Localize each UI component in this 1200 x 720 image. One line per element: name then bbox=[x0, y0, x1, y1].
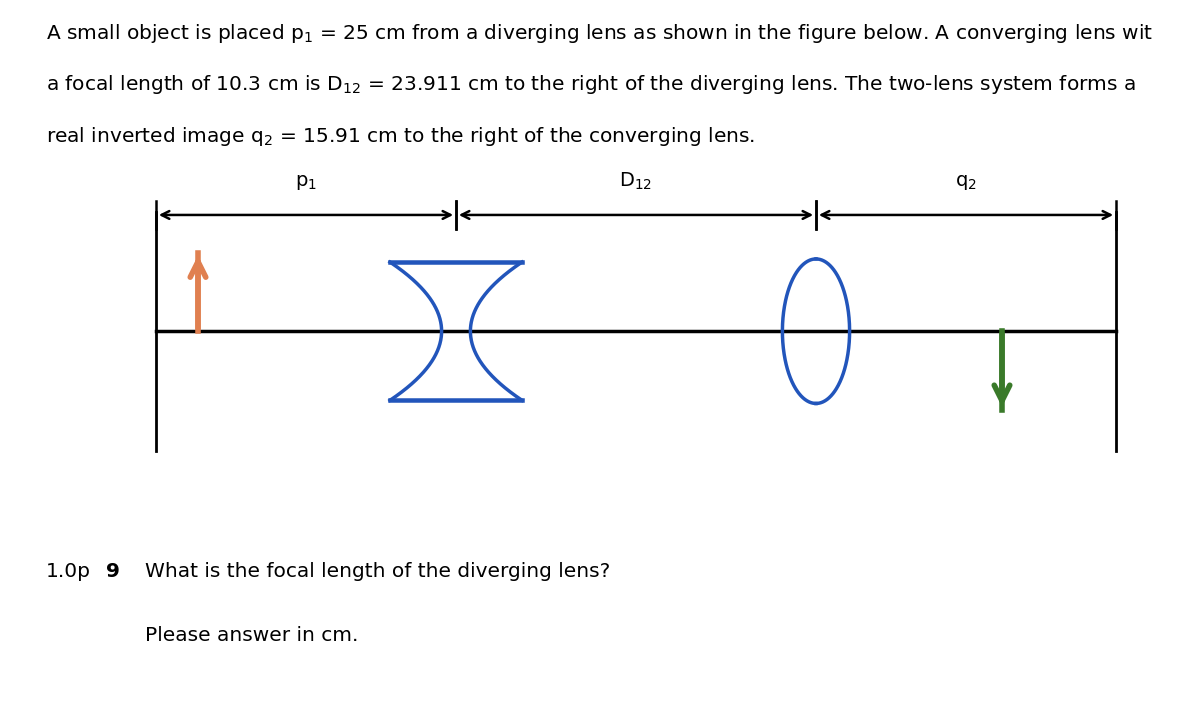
Text: 1.0p: 1.0p bbox=[46, 562, 91, 580]
Text: a focal length of 10.3 cm is D$_{12}$ = 23.911 cm to the right of the diverging : a focal length of 10.3 cm is D$_{12}$ = … bbox=[46, 73, 1135, 96]
Text: 9: 9 bbox=[106, 562, 120, 580]
Text: q$_2$: q$_2$ bbox=[955, 174, 977, 192]
Text: p$_1$: p$_1$ bbox=[295, 174, 317, 192]
Text: What is the focal length of the diverging lens?: What is the focal length of the divergin… bbox=[145, 562, 611, 580]
Text: real inverted image q$_2$ = 15.91 cm to the right of the converging lens.: real inverted image q$_2$ = 15.91 cm to … bbox=[46, 125, 755, 148]
Text: A small object is placed p$_1$ = 25 cm from a diverging lens as shown in the fig: A small object is placed p$_1$ = 25 cm f… bbox=[46, 22, 1153, 45]
Text: Please answer in cm.: Please answer in cm. bbox=[145, 626, 359, 645]
Text: D$_{12}$: D$_{12}$ bbox=[619, 171, 653, 192]
